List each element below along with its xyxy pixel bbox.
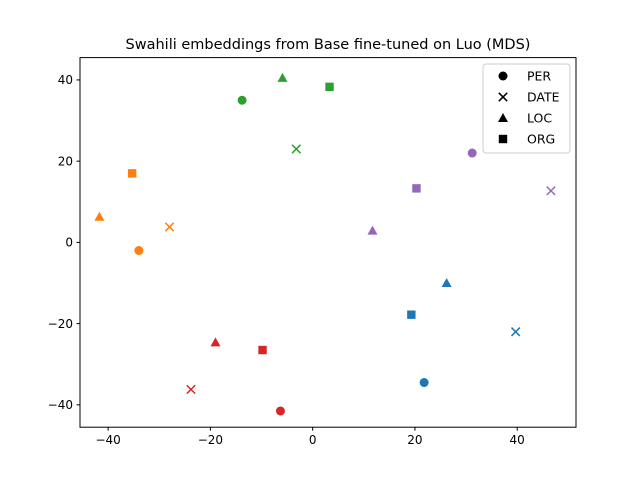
legend-marker-date	[498, 92, 508, 102]
legend-box	[482, 63, 571, 154]
data-point-loc	[210, 337, 221, 347]
data-point-date	[510, 327, 521, 337]
legend: PER DATE LOC ORG	[482, 63, 571, 154]
data-point-org	[325, 82, 334, 92]
data-point-loc	[367, 225, 378, 235]
data-point-per	[275, 406, 285, 416]
y-tick-label: −20	[48, 317, 73, 331]
legend-label-date: DATE	[527, 90, 560, 105]
data-point-loc	[441, 278, 452, 288]
x-tick-label: −20	[198, 433, 223, 447]
data-point-org	[407, 310, 416, 319]
data-point-org	[412, 184, 421, 193]
legend-marker-per	[498, 71, 508, 81]
data-point-per	[467, 148, 477, 158]
data-point-per	[237, 95, 247, 105]
plot-area	[94, 72, 556, 416]
legend-marker-loc	[498, 113, 508, 122]
x-tick-label: 0	[309, 433, 317, 447]
data-point-loc	[94, 211, 105, 221]
chart-title: Swahili embeddings from Base fine-tuned …	[126, 37, 531, 53]
legend-label-org: ORG	[527, 132, 555, 147]
data-point-per	[419, 378, 429, 388]
data-point-loc	[277, 72, 288, 82]
data-point-date	[546, 186, 556, 196]
x-tick-label: −40	[95, 433, 120, 447]
legend-label-per: PER	[527, 69, 551, 84]
y-tick-label: 40	[58, 73, 73, 87]
legend-marker-org	[498, 134, 508, 144]
data-point-date	[291, 144, 302, 154]
data-point-date	[164, 222, 175, 232]
legend-label-loc: LOC	[527, 111, 552, 126]
x-tick-label: 20	[407, 433, 422, 447]
data-point-per	[134, 246, 144, 256]
y-tick-label: 20	[58, 154, 73, 168]
y-tick-label: 0	[65, 236, 73, 250]
y-axis: −40 −20 0 20 40	[48, 73, 80, 412]
data-point-org	[258, 345, 267, 355]
data-point-date	[186, 384, 196, 395]
y-tick-label: −40	[48, 398, 73, 412]
data-point-org	[127, 169, 137, 178]
x-axis: −40 −20 0 20 40	[95, 427, 525, 447]
x-tick-label: 40	[510, 433, 525, 447]
